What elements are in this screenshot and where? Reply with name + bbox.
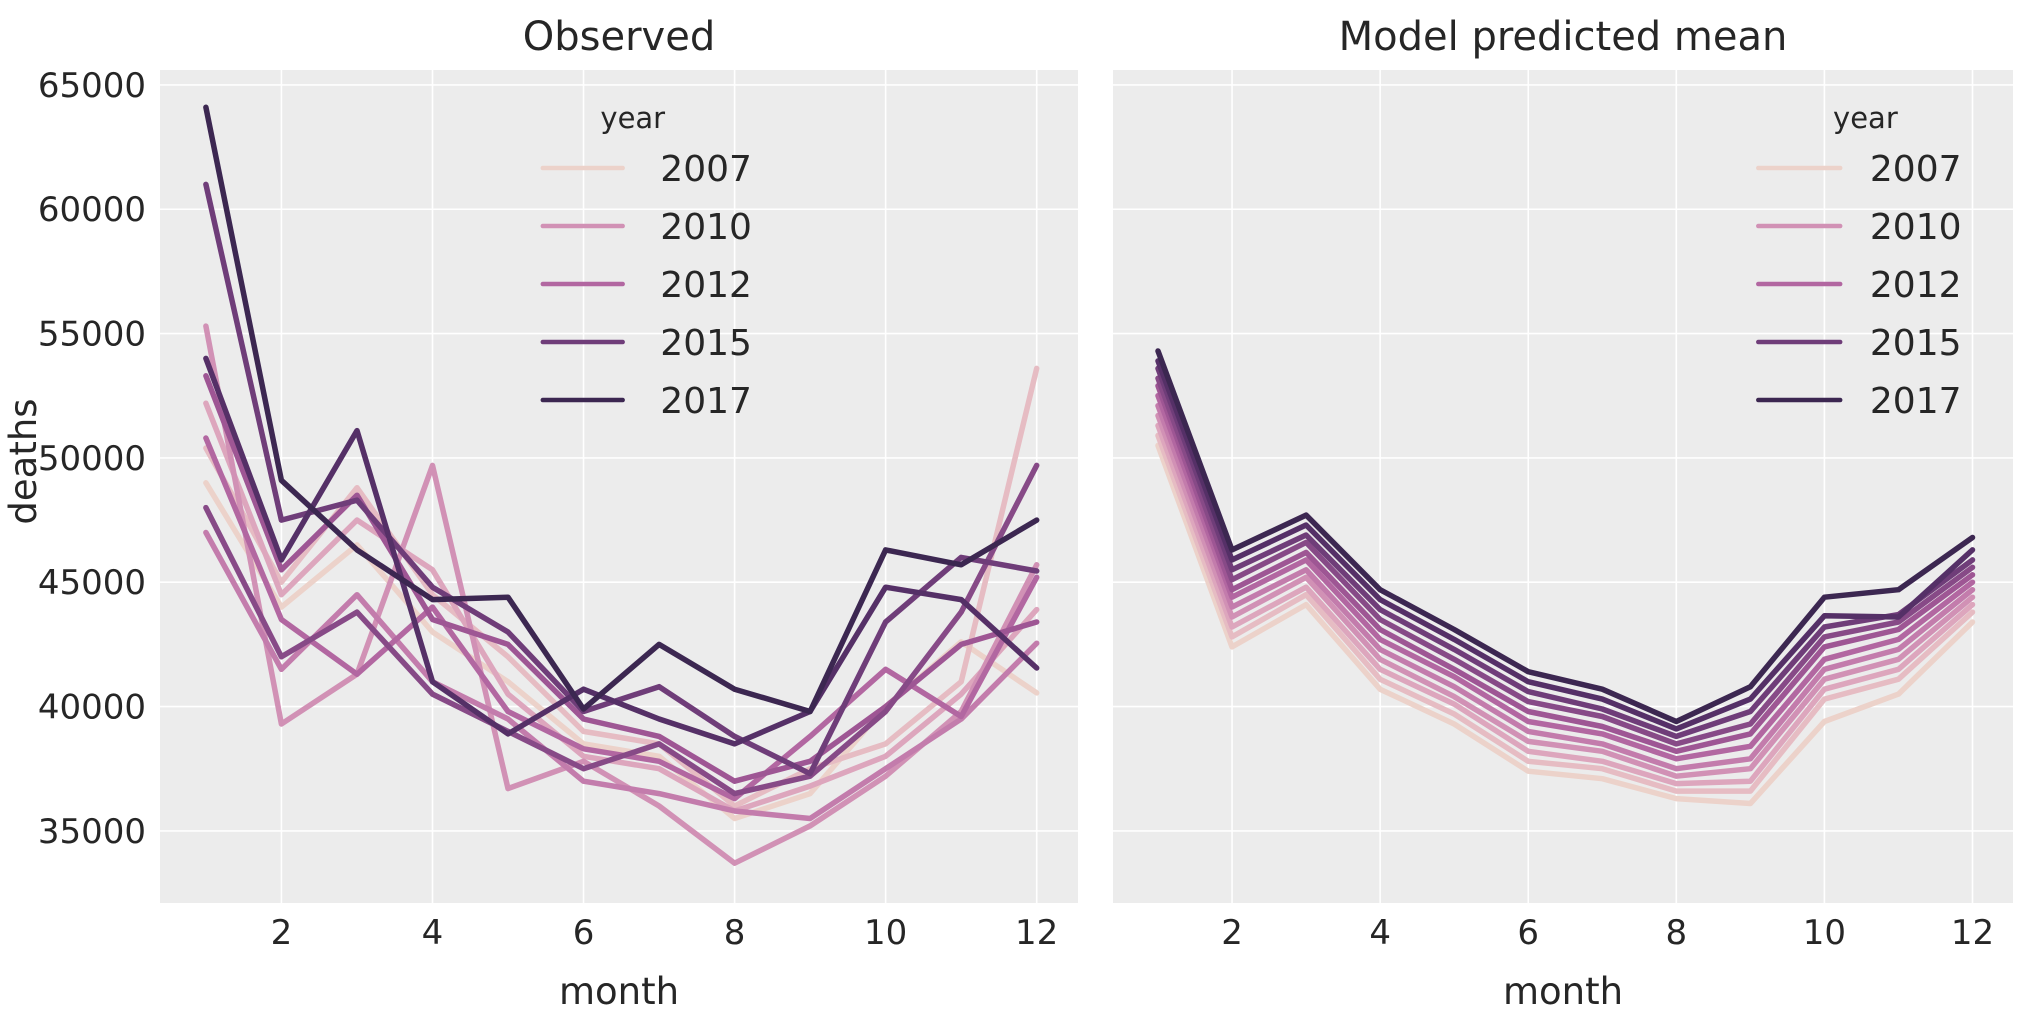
y-tick-label: 45000 — [38, 563, 146, 603]
x-axis-label: month — [1503, 970, 1623, 1013]
x-tick-label: 12 — [1015, 913, 1058, 953]
y-tick-label: 65000 — [38, 66, 146, 106]
series-line-2014 — [1155, 375, 1976, 747]
legend-title: year — [1833, 101, 1898, 135]
legend-label-2017: 2017 — [1870, 381, 1962, 422]
legend-label-2012: 2012 — [660, 265, 752, 306]
x-tick-label: 8 — [1665, 913, 1687, 953]
series-line-2011 — [1155, 402, 1976, 772]
legend: year 2007 2010 2012 2015 2017 — [540, 101, 752, 422]
x-tick-label: 10 — [1803, 913, 1846, 953]
legend-label-2010: 2010 — [1870, 207, 1962, 248]
x-tick-label: 12 — [1951, 913, 1994, 953]
series-line-2017 — [1155, 348, 1976, 725]
legend-label-2015: 2015 — [1870, 323, 1962, 364]
series-line-2013 — [1155, 383, 1976, 755]
series-line-2008 — [1155, 432, 1976, 794]
legend-label-2012: 2012 — [1870, 265, 1962, 306]
legend-title: year — [600, 101, 665, 135]
legend-label-2015: 2015 — [660, 323, 752, 364]
x-tick-label: 8 — [724, 913, 746, 953]
legend-label-2007: 2007 — [660, 149, 752, 190]
series-line-2010 — [1155, 412, 1976, 779]
x-tick-label: 6 — [1517, 913, 1539, 953]
series-line-2015 — [1155, 365, 1976, 740]
legend-label-2010: 2010 — [660, 207, 752, 248]
panel-observed: 35000 40000 45000 50000 55000 60000 65000 2 4 6 8 1… — [38, 14, 1078, 1013]
legend-label-2007: 2007 — [1870, 149, 1962, 190]
plot-area — [160, 70, 1078, 903]
series-line-2016 — [1155, 358, 1976, 732]
panel-predicted: 2 4 6 8 10 12 month Model predicted mean year 200… — [1113, 14, 2013, 1013]
x-tick-label: 2 — [271, 913, 293, 953]
series-line-2011 — [203, 529, 1040, 822]
y-tick-label: 40000 — [38, 688, 146, 728]
x-tick-label: 2 — [1221, 913, 1243, 953]
x-tick-label: 4 — [422, 913, 444, 953]
series-line-2007 — [1155, 442, 1976, 807]
y-tick-label: 35000 — [38, 812, 146, 852]
x-tick-label: 10 — [864, 913, 907, 953]
series-group — [1155, 348, 1976, 807]
panel-title: Observed — [523, 14, 715, 60]
y-tick-label: 55000 — [38, 315, 146, 355]
series-line-2010 — [203, 323, 1040, 866]
legend: year 2007 2010 2012 2015 2017 — [1756, 101, 1962, 422]
y-tick-label: 60000 — [38, 190, 146, 230]
y-tick-label: 50000 — [38, 439, 146, 479]
series-group — [203, 104, 1040, 866]
series-line-2009 — [203, 400, 1040, 814]
legend-label-2017: 2017 — [660, 381, 752, 422]
gridlines — [1113, 70, 2013, 903]
series-line-2012 — [1155, 392, 1976, 762]
x-tick-label: 6 — [573, 913, 595, 953]
series-line-2014 — [203, 462, 1040, 797]
series-line-2009 — [1155, 422, 1976, 787]
panel-title: Model predicted mean — [1339, 14, 1788, 60]
x-tick-label: 4 — [1369, 913, 1391, 953]
series-line-2016 — [203, 355, 1040, 747]
plot-area — [1113, 70, 2013, 903]
x-axis-label: month — [559, 970, 679, 1013]
y-axis-label: deaths — [2, 398, 45, 524]
series-line-2015 — [203, 181, 1040, 777]
series-line-2017 — [203, 104, 1040, 715]
